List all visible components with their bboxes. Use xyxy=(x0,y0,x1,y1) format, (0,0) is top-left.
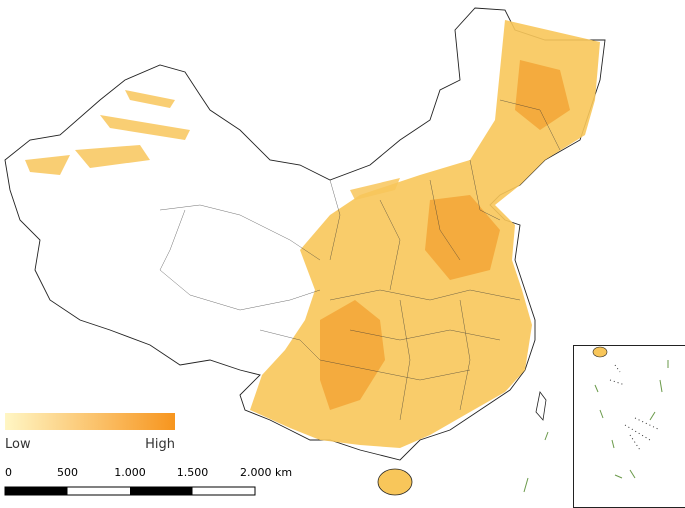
scale-label: 0 xyxy=(5,466,12,479)
legend-low: Low xyxy=(5,437,31,452)
dashed-line xyxy=(523,431,549,493)
inset-frame xyxy=(573,345,685,508)
crop-area-dense xyxy=(320,60,570,410)
crop-area-northwest xyxy=(25,90,400,200)
inset-hainan xyxy=(592,346,608,358)
legend-gradient xyxy=(5,413,175,430)
scale-label: 2.000 km xyxy=(240,466,292,479)
china-map xyxy=(4,7,606,496)
scale-segment xyxy=(130,487,193,495)
hainan xyxy=(377,468,413,496)
legend-high: High xyxy=(145,437,175,452)
inset-lines xyxy=(594,360,669,479)
legend: Low High xyxy=(5,413,175,452)
scale-label: 1.000 xyxy=(114,466,146,479)
scale-label: 1.500 xyxy=(177,466,209,479)
scale-label: 500 xyxy=(57,466,78,479)
inset xyxy=(573,345,685,508)
taiwan xyxy=(535,391,547,421)
province-borders xyxy=(159,99,561,421)
scale-segment xyxy=(5,487,68,495)
scale-bar: 0 500 1.000 1.500 2.000 km xyxy=(4,466,292,496)
inset-islands xyxy=(609,364,661,451)
